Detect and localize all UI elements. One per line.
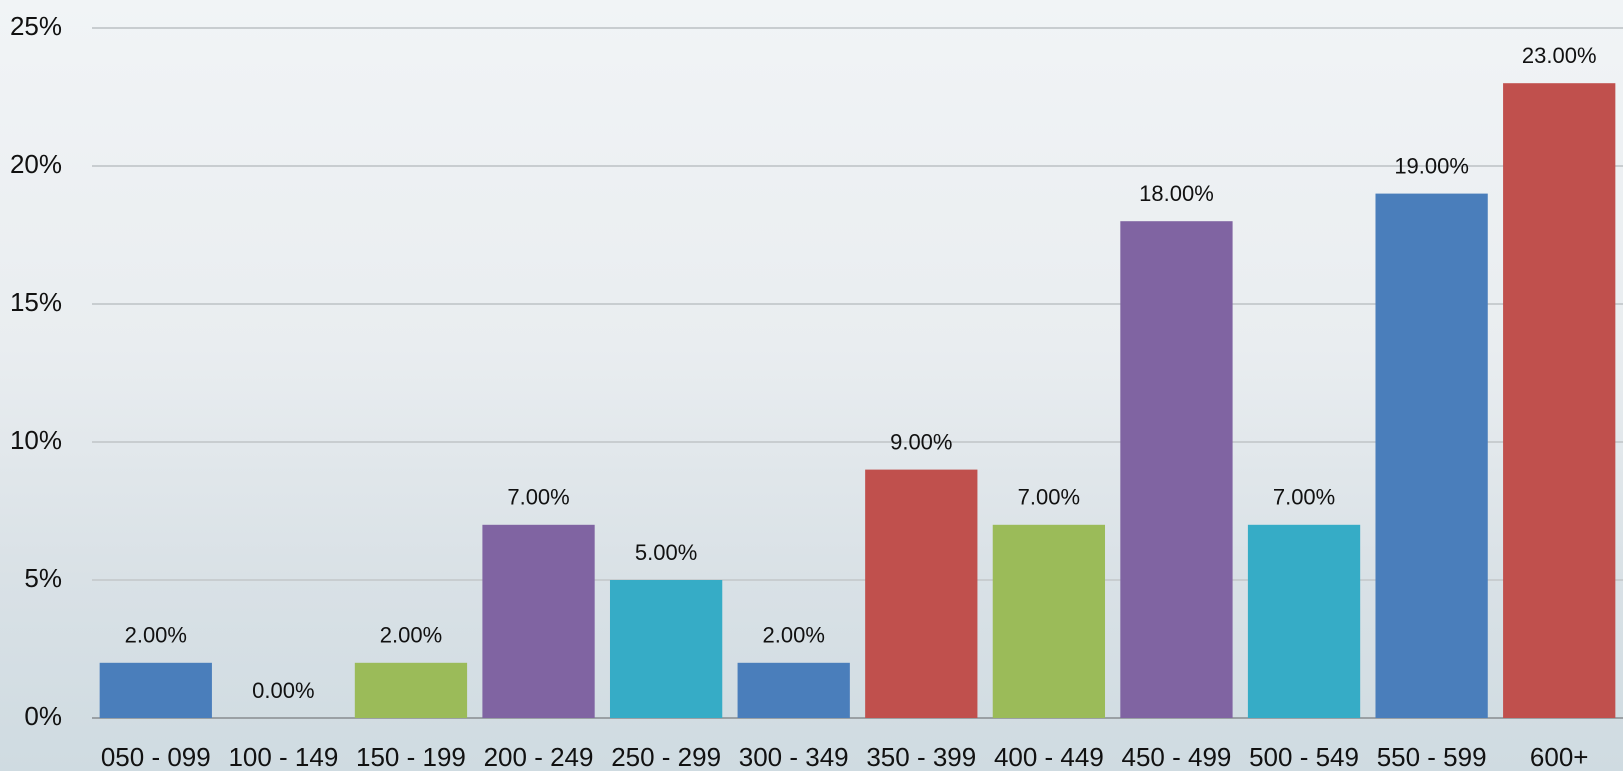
- x-tick-label: 350 - 399: [866, 742, 976, 771]
- x-tick-label: 100 - 149: [228, 742, 338, 771]
- x-tick-label: 300 - 349: [739, 742, 849, 771]
- x-tick-label: 450 - 499: [1122, 742, 1232, 771]
- bar: [354, 662, 468, 718]
- bar: [737, 662, 850, 718]
- y-tick-label: 25%: [10, 11, 62, 41]
- y-tick-label: 5%: [24, 563, 62, 593]
- y-tick-label: 15%: [10, 287, 62, 317]
- value-label: 7.00%: [507, 485, 569, 510]
- value-label: 19.00%: [1394, 153, 1469, 178]
- y-tick-label: 10%: [10, 425, 62, 455]
- bar: [1120, 221, 1233, 718]
- bar: [1503, 83, 1616, 718]
- value-label: 9.00%: [890, 429, 952, 454]
- bar: [482, 524, 595, 718]
- value-label: 7.00%: [1018, 485, 1080, 510]
- y-tick-label: 0%: [24, 701, 62, 731]
- x-tick-label: 500 - 549: [1249, 742, 1359, 771]
- bar: [1247, 524, 1361, 718]
- value-label: 2.00%: [763, 623, 825, 648]
- x-tick-label: 250 - 299: [611, 742, 721, 771]
- bar: [99, 662, 212, 718]
- value-label: 5.00%: [635, 540, 697, 565]
- y-tick-label: 20%: [10, 149, 62, 179]
- x-tick-label: 050 - 099: [101, 742, 211, 771]
- x-tick-label: 200 - 249: [484, 742, 594, 771]
- x-tick-label: 400 - 449: [994, 742, 1104, 771]
- value-label: 7.00%: [1273, 485, 1335, 510]
- value-label: 2.00%: [125, 623, 187, 648]
- bar: [1375, 193, 1488, 719]
- value-label: 0.00%: [252, 678, 314, 703]
- bar: [609, 580, 723, 718]
- bar: [992, 524, 1106, 718]
- value-label: 2.00%: [380, 623, 442, 648]
- x-tick-label: 600+: [1530, 742, 1589, 771]
- bar: [865, 469, 978, 718]
- x-tick-label: 550 - 599: [1377, 742, 1487, 771]
- value-label: 18.00%: [1139, 181, 1214, 206]
- x-tick-label: 150 - 199: [356, 742, 466, 771]
- value-label: 23.00%: [1522, 43, 1597, 68]
